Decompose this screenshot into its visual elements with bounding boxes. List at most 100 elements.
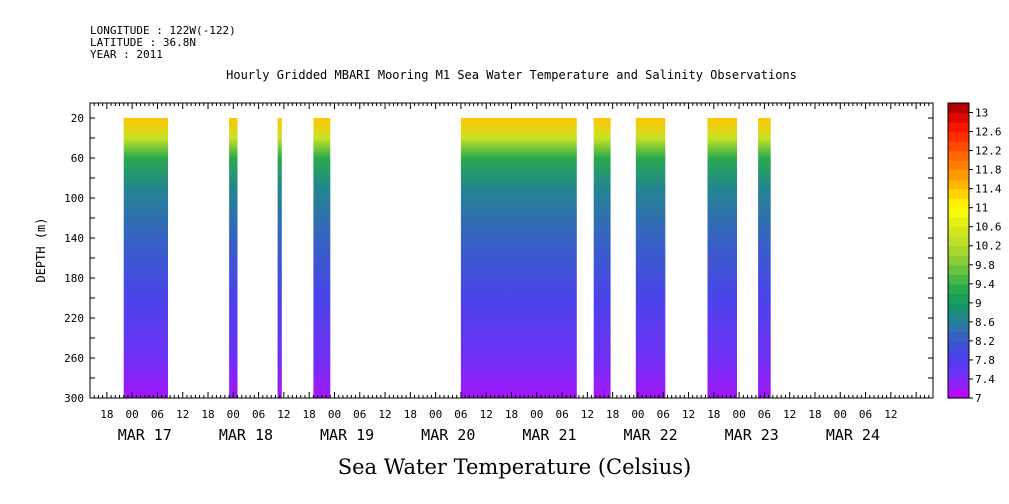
colorbar: 13 12.6 12.2 11.8 11.4 11 10.6 10.2 9.8 9.4 9 8.6 8.…: [947, 102, 1002, 405]
x-tick-label: 12: [480, 408, 493, 421]
colorbar-swatch: [948, 331, 969, 342]
colorbar-swatch: [948, 150, 969, 161]
colorbar-tick-label: 7.4: [975, 373, 995, 386]
data-segment: [707, 118, 737, 398]
colorbar-swatch: [948, 103, 969, 114]
colorbar-variable-label: Sea Water Temperature (Celsius): [337, 455, 692, 479]
x-tick-label: 00: [328, 408, 341, 421]
x-tick-label: 12: [176, 408, 189, 421]
x-tick-label: 12: [378, 408, 391, 421]
year-label: YEAR : 2011: [90, 48, 163, 61]
y-tick-label: 220: [64, 312, 84, 325]
colorbar-tick-label: 13: [975, 107, 988, 120]
colorbar-tick-label: 8.2: [975, 335, 995, 348]
x-tick-label: 06: [454, 408, 467, 421]
x-tick-label: 00: [732, 408, 745, 421]
colorbar-tick-label: 11.8: [975, 164, 1002, 177]
x-axis: 18 00 06 12 18 00 06 12 18 00 06 12 18 00 06 12 18 00 06 12…: [89, 103, 934, 444]
colorbar-frame: [947, 102, 970, 399]
x-day-label: MAR 23: [725, 426, 779, 444]
colorbar-swatch: [948, 160, 969, 171]
x-day-label: MAR 19: [320, 426, 374, 444]
x-day-label: MAR 24: [826, 426, 880, 444]
y-tick-label: 100: [64, 192, 84, 205]
x-tick-label: 12: [277, 408, 290, 421]
x-tick-label: 18: [505, 408, 518, 421]
x-tick-label: 00: [631, 408, 644, 421]
colorbar-swatch: [948, 312, 969, 323]
colorbar-tick-label: 12.6: [975, 126, 1002, 139]
x-tick-label: 06: [353, 408, 366, 421]
x-tick-label: 18: [404, 408, 417, 421]
colorbar-tick-label: 9.4: [975, 278, 995, 291]
colorbar-tick-label: 10.2: [975, 240, 1002, 253]
chart-title: Hourly Gridded MBARI Mooring M1 Sea Wate…: [226, 68, 797, 82]
x-tick-label: 00: [429, 408, 442, 421]
y-tick-label: 260: [64, 352, 84, 365]
data-segment: [229, 118, 238, 398]
x-tick-label: 12: [682, 408, 695, 421]
y-tick-label: 20: [71, 112, 84, 125]
data-segment: [313, 118, 331, 398]
data-segment: [460, 118, 577, 398]
x-tick-label: 06: [555, 408, 568, 421]
x-tick-label: 00: [834, 408, 847, 421]
colorbar-swatch: [948, 340, 969, 352]
colorbar-swatch: [948, 217, 969, 228]
colorbar-tick-label: 9.8: [975, 259, 995, 272]
colorbar-swatch: [948, 283, 969, 294]
x-tick-label: 00: [530, 408, 543, 421]
data-segment: [593, 118, 611, 398]
x-tick-label: 18: [100, 408, 113, 421]
colorbar-swatch: [948, 122, 969, 133]
x-day-label: MAR 22: [624, 426, 678, 444]
x-tick-label: 18: [707, 408, 720, 421]
colorbar-swatch: [948, 236, 969, 247]
colorbar-tick-label: 7.8: [975, 354, 995, 367]
x-day-label: MAR 18: [219, 426, 273, 444]
colorbar-tick-label: 11: [975, 202, 988, 215]
x-tick-label: 18: [303, 408, 316, 421]
colorbar-swatch: [948, 188, 969, 199]
colorbar-swatch: [948, 264, 969, 275]
colorbar-tick-label: 11.4: [975, 183, 1002, 196]
y-tick-label: 300: [64, 392, 84, 405]
x-day-label: MAR 21: [522, 426, 576, 444]
colorbar-tick-label: 9: [975, 297, 982, 310]
colorbar-swatch: [948, 198, 969, 209]
x-day-label: MAR 20: [421, 426, 475, 444]
x-tick-label: 06: [151, 408, 164, 421]
colorbar-swatch: [948, 302, 969, 313]
colorbar-swatch: [948, 179, 969, 190]
x-tick-label: 00: [227, 408, 240, 421]
colorbar-swatch: [948, 274, 969, 285]
y-axis-label: DEPTH (m): [34, 217, 48, 282]
x-tick-label: 18: [808, 408, 821, 421]
colorbar-swatch: [948, 369, 969, 380]
colorbar-swatch: [948, 388, 969, 399]
y-tick-label: 180: [64, 272, 84, 285]
colorbar-swatch: [948, 141, 969, 152]
temperature-field: [123, 118, 771, 398]
colorbar-swatch: [948, 131, 969, 142]
colorbar-tick-label: 8.6: [975, 316, 995, 329]
x-tick-label: 06: [657, 408, 670, 421]
colorbar-swatch: [948, 350, 969, 361]
colorbar-swatch: [948, 378, 969, 390]
data-segment: [758, 118, 771, 398]
colorbar-tick-label: 10.6: [975, 221, 1002, 234]
colorbar-swatch: [948, 245, 969, 256]
x-tick-label: 06: [859, 408, 872, 421]
x-tick-label: 12: [884, 408, 897, 421]
colorbar-swatch: [948, 359, 969, 371]
data-segment: [277, 118, 282, 398]
x-tick-label: 18: [201, 408, 214, 421]
x-tick-label: 06: [252, 408, 265, 421]
latitude-label: LATITUDE : 36.8N: [90, 36, 196, 49]
colorbar-swatch: [948, 293, 969, 304]
colorbar-swatch: [948, 255, 969, 266]
x-tick-label: 06: [758, 408, 771, 421]
colorbar-swatch: [948, 321, 969, 332]
longitude-label: LONGITUDE : 122W(-122): [90, 24, 236, 37]
colorbar-swatch: [948, 207, 969, 218]
